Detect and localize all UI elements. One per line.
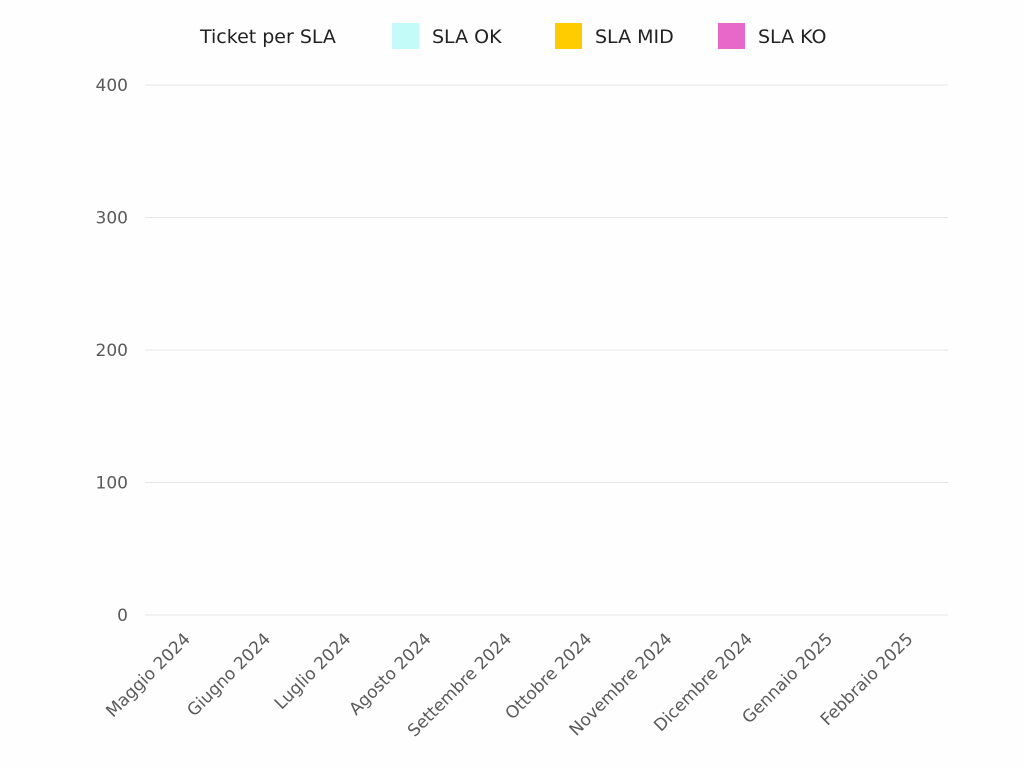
legend-label-2[interactable]: SLA MID [595, 26, 674, 48]
legend-swatch-1[interactable] [392, 23, 419, 49]
x-tick-label: Giugno 2024 [184, 629, 275, 720]
legend-swatch-3[interactable] [718, 23, 745, 49]
gridlines [145, 84, 948, 616]
legend-label-3[interactable]: SLA KO [758, 26, 827, 48]
chart-title: Ticket per SLA [199, 26, 336, 48]
legend-label-1[interactable]: SLA OK [432, 26, 502, 48]
x-tick-label: Luglio 2024 [271, 629, 355, 713]
x-tick-label: Maggio 2024 [102, 629, 194, 721]
y-tick-label: 400 [96, 76, 128, 96]
y-axis: 0 100 200 300 400 [96, 76, 128, 626]
y-tick-label: 300 [96, 209, 128, 229]
x-tick-label: Agosto 2024 [345, 629, 435, 719]
y-tick-label: 200 [96, 341, 128, 361]
legend-swatch-2[interactable] [555, 23, 582, 49]
y-tick-label: 0 [117, 606, 128, 626]
legend: Ticket per SLA SLA OK SLA MID SLA KO [199, 23, 827, 49]
y-tick-label: 100 [96, 474, 128, 494]
